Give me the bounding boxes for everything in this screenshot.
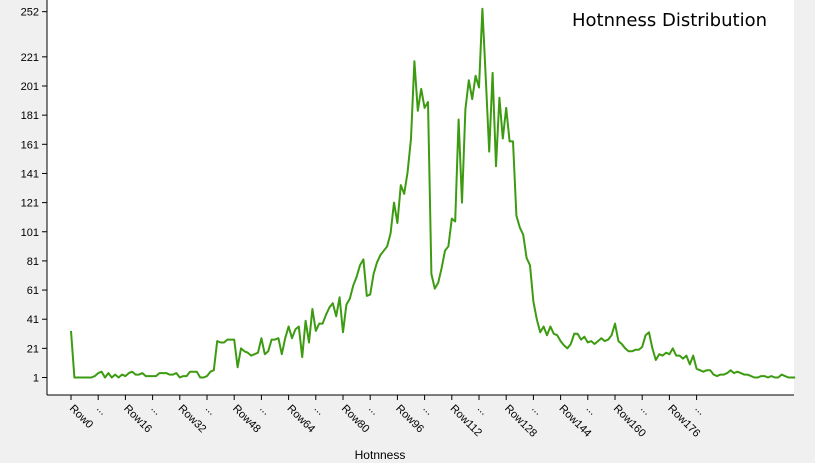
hotness-series-line: [70, 7, 796, 379]
y-tick-label: 81: [27, 256, 39, 268]
y-tick-label: 181: [21, 110, 39, 122]
y-tick-label: 161: [21, 139, 39, 151]
x-axis-title: Hotnness: [355, 448, 406, 462]
y-tick-label: 61: [27, 285, 39, 297]
chart-title: Hotnness Distribution: [572, 10, 767, 31]
series-layer: [70, 7, 796, 379]
y-tick-label: 141: [21, 168, 39, 180]
y-tick-label: 201: [21, 81, 39, 93]
y-tick-label: 21: [27, 343, 39, 355]
y-tick-label: 101: [21, 227, 39, 239]
y-tick-label: 121: [21, 198, 39, 210]
y-tick-label: 41: [27, 314, 39, 326]
y-tick-label: 221: [21, 52, 39, 64]
plot-area: [47, 0, 794, 395]
y-tick-label: 252: [21, 7, 39, 19]
y-tick-label: 1: [33, 373, 39, 385]
